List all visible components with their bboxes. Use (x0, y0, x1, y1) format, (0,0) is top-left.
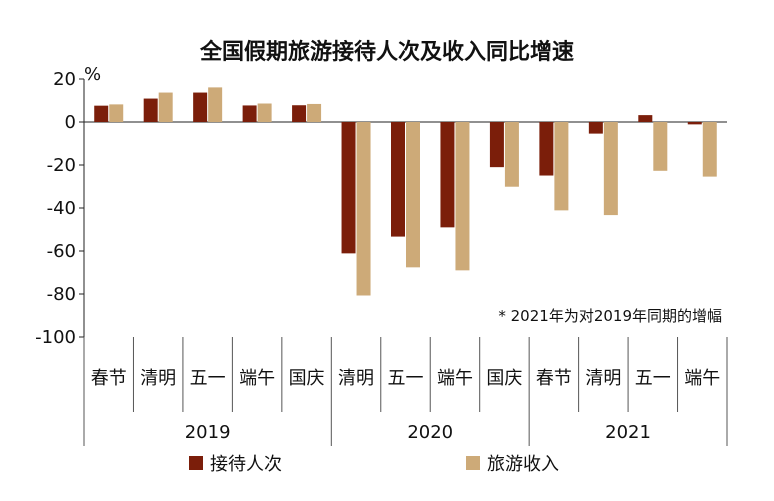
bar-visitors (242, 105, 257, 122)
legend-label: 接待人次 (210, 454, 282, 475)
bar-revenue (554, 122, 569, 211)
bar-visitors (588, 122, 603, 134)
y-tick-label: -60 (47, 241, 76, 262)
bar-revenue (158, 92, 173, 122)
x-category-label: 五一 (190, 368, 226, 389)
x-category-label: 国庆 (289, 368, 325, 389)
y-tick-label: 0 (65, 112, 76, 133)
y-tick-label: -100 (35, 327, 76, 348)
bar-visitors (638, 115, 653, 122)
y-axis-unit-label: % (84, 64, 101, 85)
legend-swatch (466, 456, 480, 470)
y-tick-label: -80 (47, 284, 76, 305)
x-category-label: 端午 (684, 368, 720, 389)
x-category-label: 端午 (437, 368, 473, 389)
x-category-label: 春节 (536, 368, 572, 389)
bar-visitors (193, 92, 208, 122)
bar-visitors (687, 122, 702, 125)
bar-revenue (504, 122, 519, 187)
bar-revenue (208, 87, 223, 122)
x-category-label: 国庆 (486, 368, 522, 389)
x-category-label: 清明 (585, 368, 621, 389)
x-category-label: 五一 (635, 368, 671, 389)
bar-visitors (292, 105, 307, 122)
bar-revenue (356, 122, 371, 296)
x-category-label: 端午 (239, 368, 275, 389)
bar-visitors (391, 122, 405, 237)
legend: 接待人次 旅游收入 (189, 454, 559, 475)
y-tick-label: 20 (53, 69, 76, 90)
bar-revenue (257, 103, 272, 122)
bar-revenue (307, 103, 322, 122)
bar-revenue (653, 122, 668, 171)
bar-visitors (489, 122, 504, 168)
bar-visitors (94, 105, 109, 122)
bar-visitors (341, 122, 356, 254)
legend-swatch (189, 456, 203, 470)
x-group-label: 2021 (605, 422, 651, 443)
x-category-label: 清明 (140, 368, 176, 389)
x-category-label: 清明 (338, 368, 374, 389)
y-tick-label: -20 (47, 155, 76, 176)
bar-visitors (143, 98, 158, 122)
x-category-label: 春节 (91, 368, 127, 389)
bar-visitors (440, 122, 455, 228)
x-group-label: 2019 (185, 422, 231, 443)
bar-revenue (603, 122, 618, 216)
bar-revenue (109, 104, 124, 122)
chart-title: 全国假期旅游接待人次及收入同比增速 (199, 39, 574, 65)
y-tick-label: -40 (47, 198, 76, 219)
chart-note: * 2021年为对2019年同期的增幅 (498, 307, 722, 325)
plot-layer: 200-20-40-60-80-100春节 清明 五一 端午 国庆 清明 五一 端午 国庆 春节清… (35, 69, 728, 446)
bar-revenue (406, 122, 420, 268)
legend-label: 旅游收入 (487, 454, 559, 475)
bar-revenue (455, 122, 470, 271)
bar-revenue (702, 122, 717, 177)
bar-visitors (539, 122, 554, 176)
x-group-label: 2020 (407, 422, 453, 443)
x-category-label: 五一 (388, 368, 424, 389)
